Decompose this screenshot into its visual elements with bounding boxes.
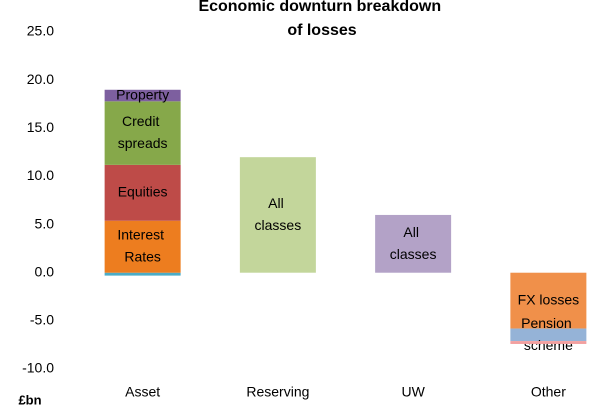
y-tick-label: 15.0 bbox=[27, 119, 54, 135]
bar-segment bbox=[239, 157, 316, 273]
x-tick-label: UW bbox=[401, 384, 425, 400]
segment-label: Pension scheme bbox=[521, 315, 575, 353]
bar-segment bbox=[510, 328, 587, 342]
y-tick-label: 5.0 bbox=[35, 215, 55, 231]
bar-segment bbox=[104, 101, 181, 165]
segment-label: Interest Rates bbox=[117, 226, 168, 264]
bar-segment bbox=[375, 214, 452, 273]
y-tick-label: -10.0 bbox=[22, 360, 54, 376]
segment-label: Credit spreads bbox=[118, 113, 168, 151]
chart-title: Economic downturn breakdown of losses bbox=[198, 0, 445, 39]
bar-segment bbox=[104, 220, 181, 273]
segment-label: Property bbox=[116, 86, 169, 102]
x-tick-label: Reserving bbox=[246, 384, 309, 400]
y-tick-label: 20.0 bbox=[27, 71, 54, 87]
segment-label: All classes bbox=[390, 224, 437, 262]
bar-segment bbox=[510, 341, 587, 344]
y-tick-label: 10.0 bbox=[27, 167, 54, 183]
segment-label: Equities bbox=[118, 184, 168, 200]
bar-segment bbox=[104, 272, 181, 276]
bar-segment bbox=[104, 164, 181, 221]
segment-label: All classes bbox=[255, 195, 302, 233]
y-tick-label: 0.0 bbox=[35, 263, 55, 279]
segment-label: FX losses bbox=[518, 291, 579, 307]
bar-segment bbox=[510, 272, 587, 329]
bar-segment bbox=[104, 89, 181, 102]
x-tick-label: Asset bbox=[125, 384, 160, 400]
y-tick-label: -5.0 bbox=[30, 312, 54, 328]
y-axis-unit: £bn bbox=[18, 392, 41, 407]
x-tick-label: Other bbox=[531, 384, 566, 400]
y-tick-label: 25.0 bbox=[27, 23, 54, 39]
